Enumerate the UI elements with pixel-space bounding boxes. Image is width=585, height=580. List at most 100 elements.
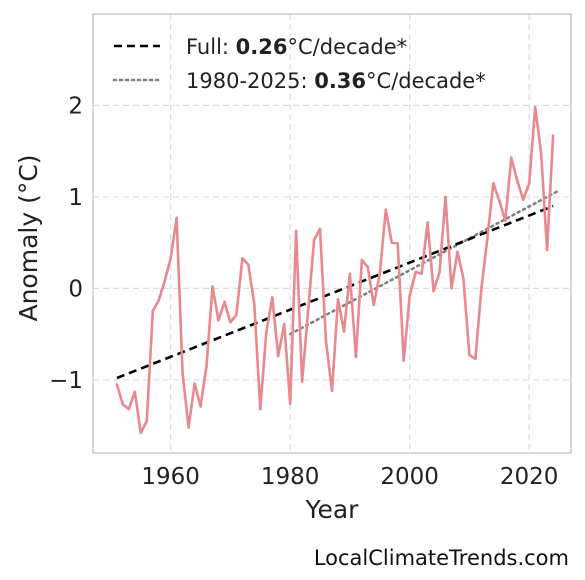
- x-tick-label: 1980: [261, 464, 320, 490]
- data-point: [456, 250, 459, 254]
- data-point: [127, 407, 131, 411]
- data-point: [247, 263, 250, 266]
- x-tick-label: 2020: [500, 464, 559, 490]
- data-point: [193, 382, 196, 385]
- data-point: [229, 320, 232, 324]
- data-point: [223, 300, 226, 304]
- legend-recent-prefix: 1980-2025:: [186, 69, 314, 93]
- legend-recent-suffix: °C/decade*: [366, 69, 486, 93]
- data-point: [492, 181, 495, 185]
- data-point: [115, 383, 119, 386]
- data-point: [480, 287, 483, 290]
- legend-full-value: 0.26: [236, 35, 288, 59]
- y-tick-label: −1: [49, 368, 83, 394]
- data-point: [235, 313, 238, 317]
- data-point: [318, 227, 322, 231]
- data-point: [199, 405, 202, 408]
- y-tick-label: 1: [68, 185, 83, 211]
- data-point: [187, 426, 190, 429]
- data-point: [468, 353, 471, 357]
- legend-recent-value: 0.36: [314, 69, 366, 93]
- data-point: [408, 294, 411, 297]
- data-point: [259, 407, 262, 411]
- data-point: [521, 198, 525, 201]
- data-point: [527, 181, 531, 185]
- data-point: [509, 156, 513, 159]
- legend: Full: 0.26°C/decade* 1980-2025: 0.36°C/d…: [112, 35, 486, 93]
- data-point: [551, 134, 555, 137]
- data-point: [378, 272, 382, 276]
- data-point: [330, 389, 334, 393]
- trend-lines: [116, 189, 561, 380]
- data-point: [372, 303, 376, 307]
- legend-entry-recent: 1980-2025: 0.36°C/decade*: [186, 69, 486, 93]
- data-point: [217, 319, 220, 322]
- data-point: [354, 355, 358, 359]
- trend-line-full: [116, 204, 554, 380]
- x-axis-title: Year: [305, 495, 360, 524]
- data-point: [205, 364, 208, 368]
- data-point: [294, 229, 298, 233]
- legend-entry-full: Full: 0.26°C/decade*: [186, 35, 407, 59]
- x-tick-label: 2000: [380, 464, 439, 490]
- x-tick-labels: 1960 1980 2000 2020: [141, 464, 558, 490]
- data-point: [306, 309, 310, 313]
- data-point: [396, 242, 400, 245]
- x-tick-label: 1960: [141, 464, 200, 490]
- data-point: [390, 241, 394, 244]
- y-tick-label: 0: [68, 276, 83, 302]
- data-point: [432, 289, 435, 293]
- data-point: [336, 298, 340, 301]
- data-point: [366, 266, 370, 269]
- data-point: [139, 431, 143, 435]
- legend-full-prefix: Full:: [186, 35, 236, 59]
- site-credit: LocalClimateTrends.com: [313, 546, 569, 570]
- data-point: [498, 199, 501, 202]
- legend-full-suffix: °C/decade*: [288, 35, 408, 59]
- data-point: [151, 309, 155, 313]
- y-tick-label: 2: [68, 93, 83, 119]
- data-point: [444, 195, 447, 199]
- data-point: [438, 270, 441, 274]
- data-point: [312, 238, 316, 242]
- data-point: [342, 330, 346, 333]
- data-point: [324, 340, 328, 343]
- data-point: [288, 402, 292, 405]
- data-point: [121, 403, 125, 406]
- data-point: [474, 357, 477, 361]
- data-point: [253, 302, 256, 306]
- data-point: [241, 256, 244, 260]
- data-point: [276, 354, 280, 358]
- plot-frame: [92, 13, 572, 454]
- data-point: [486, 237, 489, 241]
- data-point: [145, 419, 149, 423]
- data-point: [270, 296, 274, 299]
- data-point: [420, 272, 423, 276]
- data-points: [115, 105, 555, 435]
- data-point: [133, 390, 137, 394]
- data-point: [211, 285, 214, 288]
- data-point: [175, 216, 178, 220]
- data-point: [545, 248, 549, 252]
- data-point: [360, 258, 364, 262]
- data-point: [300, 380, 304, 383]
- data-point: [414, 270, 417, 274]
- data-point: [264, 330, 268, 334]
- data-point: [348, 272, 352, 276]
- data-point: [539, 151, 543, 155]
- data-point: [181, 372, 184, 375]
- data-point: [515, 179, 519, 182]
- data-point: [169, 256, 172, 260]
- data-point: [450, 287, 453, 290]
- y-axis-title: Anomaly (°C): [14, 154, 43, 321]
- data-point: [533, 105, 537, 109]
- data-point: [426, 221, 429, 224]
- data-point: [163, 279, 166, 283]
- data-point: [282, 322, 286, 326]
- anomaly-series-line: [115, 106, 555, 435]
- data-point: [402, 359, 406, 362]
- data-point: [157, 298, 161, 302]
- data-point: [462, 277, 465, 280]
- trend-line-1980-2025: [288, 189, 561, 336]
